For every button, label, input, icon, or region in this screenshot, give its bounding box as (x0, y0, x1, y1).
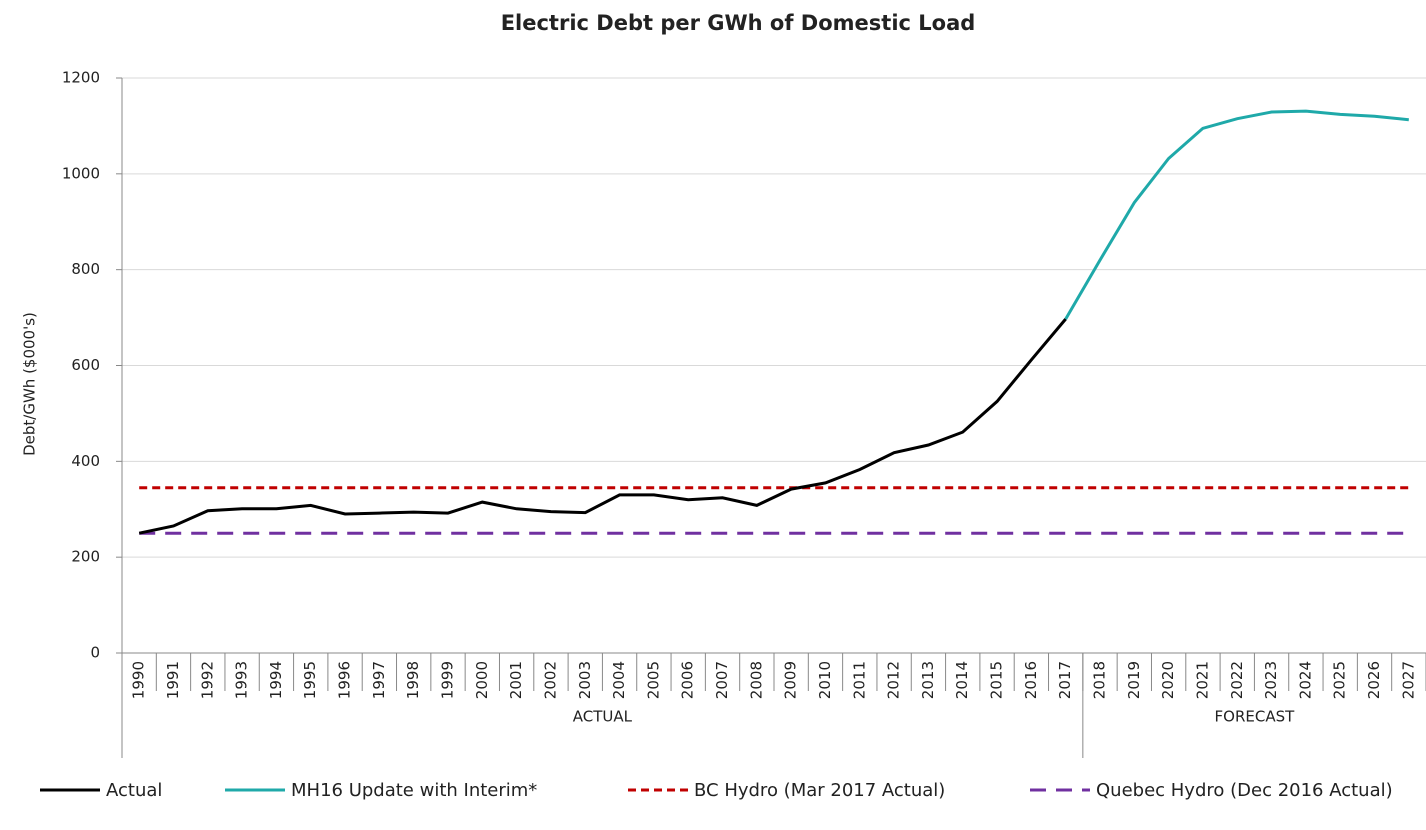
x-tick-label: 1997 (370, 661, 388, 699)
x-tick-label: 2017 (1056, 661, 1074, 699)
x-tick-label: 2015 (988, 661, 1006, 699)
y-tick-label: 600 (71, 356, 100, 374)
x-tick-label: 2018 (1091, 661, 1109, 699)
group-label: ACTUAL (573, 708, 633, 726)
x-tick-label: 2021 (1193, 661, 1211, 699)
x-tick-label: 2020 (1159, 661, 1177, 699)
x-tick-label: 2003 (576, 661, 594, 699)
y-tick-label: 0 (90, 644, 100, 662)
y-tick-label: 1000 (62, 164, 100, 182)
group-label: FORECAST (1215, 708, 1296, 726)
x-tick-label: 2013 (919, 661, 937, 699)
x-tick-label: 1993 (233, 661, 251, 699)
x-tick-label: 2025 (1331, 661, 1349, 699)
x-tick-label: 2005 (644, 661, 662, 699)
x-tick-label: 2019 (1125, 661, 1143, 699)
legend-label: Actual (106, 780, 162, 801)
x-tick-label: 1998 (404, 661, 422, 699)
x-tick-label: 2004 (610, 661, 628, 699)
series-line (138, 318, 1067, 535)
x-tick-label: 1991 (164, 661, 182, 699)
legend-label: MH16 Update with Interim* (291, 780, 537, 801)
x-tick-label: 1995 (301, 661, 319, 699)
x-tick-label: 2022 (1228, 661, 1246, 699)
series-line (1064, 109, 1409, 320)
x-tick-label: 1990 (130, 661, 148, 699)
x-tick-label: 1999 (439, 661, 457, 699)
y-tick-label: 200 (71, 548, 100, 566)
x-tick-label: 2026 (1365, 661, 1383, 699)
x-tick-label: 1992 (198, 661, 216, 699)
y-tick-label: 400 (71, 452, 100, 470)
x-tick-label: 2007 (713, 661, 731, 699)
x-tick-label: 2016 (1022, 661, 1040, 699)
x-tick-label: 2006 (679, 661, 697, 699)
x-tick-label: 2000 (473, 661, 491, 699)
x-tick-label: 1994 (267, 661, 285, 699)
x-tick-label: 2012 (885, 661, 903, 699)
x-tick-label: 2027 (1399, 661, 1417, 699)
x-tick-label: 2002 (541, 661, 559, 699)
y-axis-label: Debt/GWh ($000's) (21, 312, 39, 456)
x-tick-label: 2008 (747, 661, 765, 699)
x-tick-label: 2010 (816, 661, 834, 699)
x-tick-label: 1996 (336, 661, 354, 699)
legend-label: BC Hydro (Mar 2017 Actual) (694, 780, 945, 801)
y-tick-label: 1200 (62, 69, 100, 87)
x-tick-label: 2001 (507, 661, 525, 699)
chart-title: Electric Debt per GWh of Domestic Load (501, 11, 976, 35)
x-tick-label: 2024 (1296, 661, 1314, 699)
x-tick-label: 2009 (782, 661, 800, 699)
x-tick-label: 2011 (850, 661, 868, 699)
x-tick-label: 2023 (1262, 661, 1280, 699)
x-tick-label: 2014 (953, 661, 971, 699)
y-tick-label: 800 (71, 260, 100, 278)
legend-label: Quebec Hydro (Dec 2016 Actual) (1096, 780, 1393, 801)
